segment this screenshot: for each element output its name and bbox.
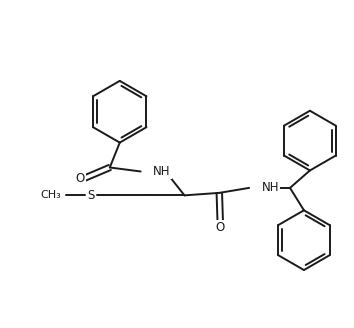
Text: NH: NH [153,165,171,178]
Text: O: O [216,221,225,234]
Text: CH₃: CH₃ [40,190,61,200]
Text: NH: NH [262,181,279,195]
Text: S: S [87,189,95,202]
Text: O: O [75,172,85,185]
Text: S: S [54,189,61,202]
